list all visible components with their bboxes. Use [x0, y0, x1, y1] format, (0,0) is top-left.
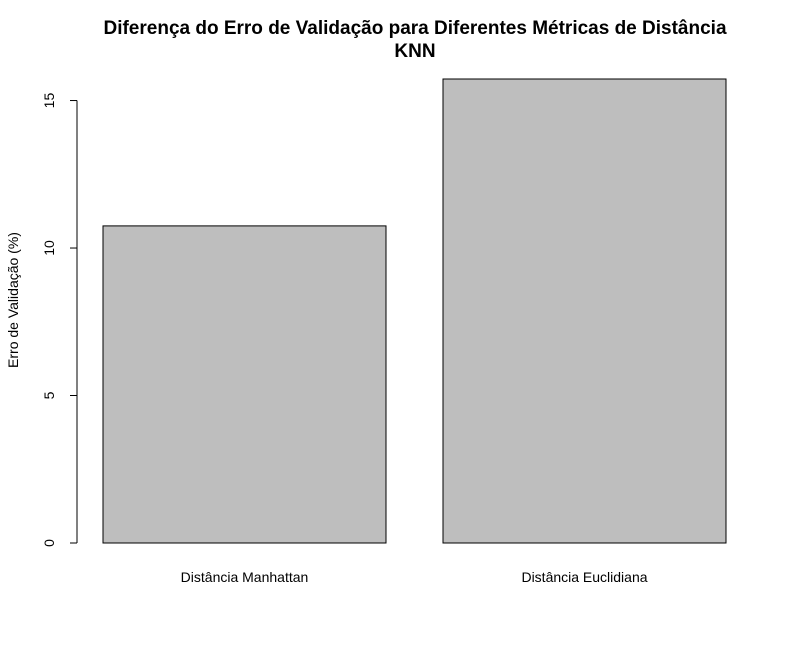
chart-subtitle: KNN	[394, 41, 435, 62]
y-tick-label-0: 0	[41, 539, 57, 547]
bars-group	[102, 78, 727, 544]
y-tick-label-2: 10	[41, 240, 57, 256]
x-axis-labels: Distância Manhattan Distância Euclidiana	[181, 569, 648, 585]
y-tick-label-3: 15	[41, 93, 57, 109]
y-axis-label: Erro de Validação (%)	[5, 232, 21, 368]
y-axis: 0 5 10 15	[41, 93, 78, 547]
x-tick-label-1: Distância Euclidiana	[521, 569, 647, 585]
x-tick-label-0: Distância Manhattan	[181, 569, 309, 585]
y-tick-label-1: 5	[41, 391, 57, 399]
bar-0	[102, 225, 387, 544]
bar-1	[442, 78, 727, 544]
chart-title: Diferença do Erro de Validação para Dife…	[103, 18, 726, 39]
